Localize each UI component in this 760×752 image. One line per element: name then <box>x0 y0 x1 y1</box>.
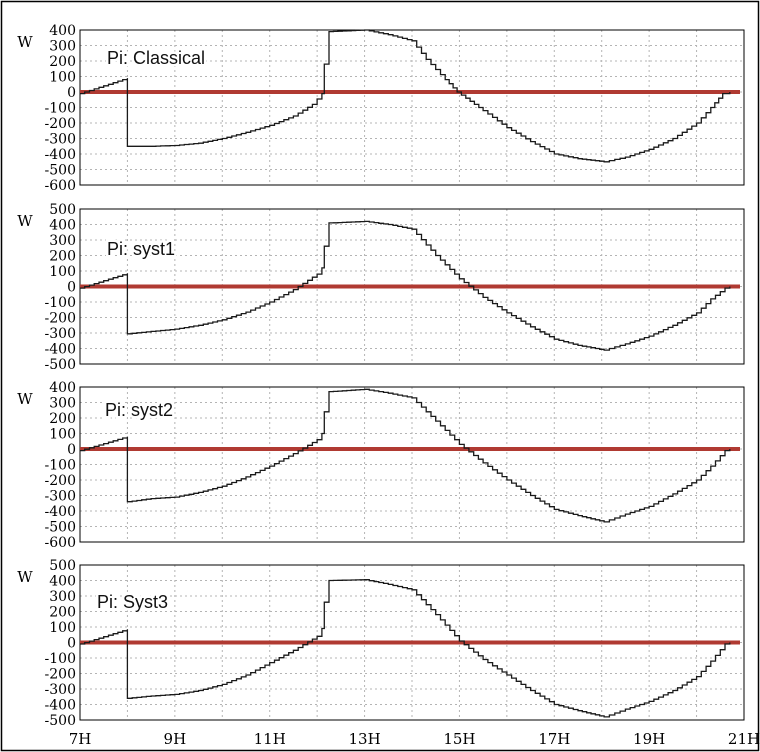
y-tick-label: -100 <box>45 458 76 474</box>
y-tick-label: 0 <box>67 85 76 101</box>
y-tick-label: -300 <box>45 326 76 342</box>
x-tick-label: 11H <box>254 730 286 748</box>
x-tick-label: 15H <box>443 730 475 748</box>
y-tick-label: -400 <box>45 504 76 520</box>
panel-title: Pi: Syst3 <box>97 592 168 612</box>
y-tick-label: -200 <box>45 311 76 327</box>
y-tick-label: -200 <box>45 473 76 489</box>
y-tick-label: -100 <box>45 101 76 117</box>
y-tick-label: 0 <box>67 280 76 296</box>
y-tick-label: -300 <box>45 682 76 698</box>
y-tick-label: -600 <box>45 535 76 551</box>
x-tick-label: 7H <box>69 730 92 748</box>
y-tick-label: -100 <box>45 295 76 311</box>
y-axis-label: W <box>17 568 33 586</box>
y-tick-label: 100 <box>49 70 76 86</box>
y-tick-label: 200 <box>49 411 76 427</box>
y-tick-label: 200 <box>49 54 76 70</box>
series-line-1 <box>80 220 731 351</box>
panel-title-halo: Pi: Syst3 <box>97 592 168 612</box>
y-tick-label: 100 <box>49 264 76 280</box>
y-axis-label: W <box>17 212 33 230</box>
y-tick-label: 400 <box>49 574 76 590</box>
y-tick-label: -400 <box>45 342 76 358</box>
y-tick-label: -300 <box>45 489 76 505</box>
y-tick-label: -100 <box>45 651 76 667</box>
y-tick-label: -200 <box>45 667 76 683</box>
y-tick-label: -500 <box>45 520 76 536</box>
panel-title-halo: Pi: Classical <box>107 48 205 68</box>
x-tick-label: 19H <box>633 730 665 748</box>
x-tick-label: 13H <box>348 730 380 748</box>
x-tick-label: 17H <box>538 730 570 748</box>
y-tick-label: 200 <box>49 605 76 621</box>
y-tick-label: -500 <box>45 713 76 729</box>
y-tick-label: 100 <box>49 620 76 636</box>
y-tick-label: -200 <box>45 116 76 132</box>
y-tick-label: 200 <box>49 249 76 265</box>
y-tick-label: 500 <box>49 202 76 218</box>
y-tick-label: -500 <box>45 163 76 179</box>
y-tick-label: 500 <box>49 558 76 574</box>
panel-title: Pi: syst1 <box>107 239 175 259</box>
panel-title: Pi: Classical <box>107 48 205 68</box>
y-axis-label: W <box>17 390 33 408</box>
y-tick-label: -400 <box>45 147 76 163</box>
y-tick-label: -300 <box>45 132 76 148</box>
y-tick-label: 400 <box>49 218 76 234</box>
series-line-1 <box>80 388 731 523</box>
y-tick-label: -500 <box>45 357 76 373</box>
y-axis-label: W <box>17 33 33 51</box>
panel-title: Pi: syst2 <box>105 400 173 420</box>
x-tick-label: 9H <box>164 730 187 748</box>
y-tick-label: -600 <box>45 178 76 194</box>
panel-title-halo: Pi: syst2 <box>105 400 173 420</box>
y-tick-label: 300 <box>49 589 76 605</box>
y-tick-label: -400 <box>45 698 76 714</box>
series-line-1 <box>80 579 731 718</box>
y-tick-label: 300 <box>49 396 76 412</box>
y-tick-label: 0 <box>67 442 76 458</box>
x-tick-label: 21H <box>728 730 760 748</box>
y-tick-label: 100 <box>49 427 76 443</box>
plot-border <box>79 386 745 543</box>
panel-title-halo: Pi: syst1 <box>107 239 175 259</box>
y-tick-label: 400 <box>49 380 76 396</box>
y-tick-label: 300 <box>49 39 76 55</box>
y-tick-label: 400 <box>49 23 76 39</box>
y-tick-label: 300 <box>49 233 76 249</box>
y-tick-label: 0 <box>67 636 76 652</box>
series-line-1 <box>80 29 731 163</box>
plot-border <box>79 29 745 186</box>
